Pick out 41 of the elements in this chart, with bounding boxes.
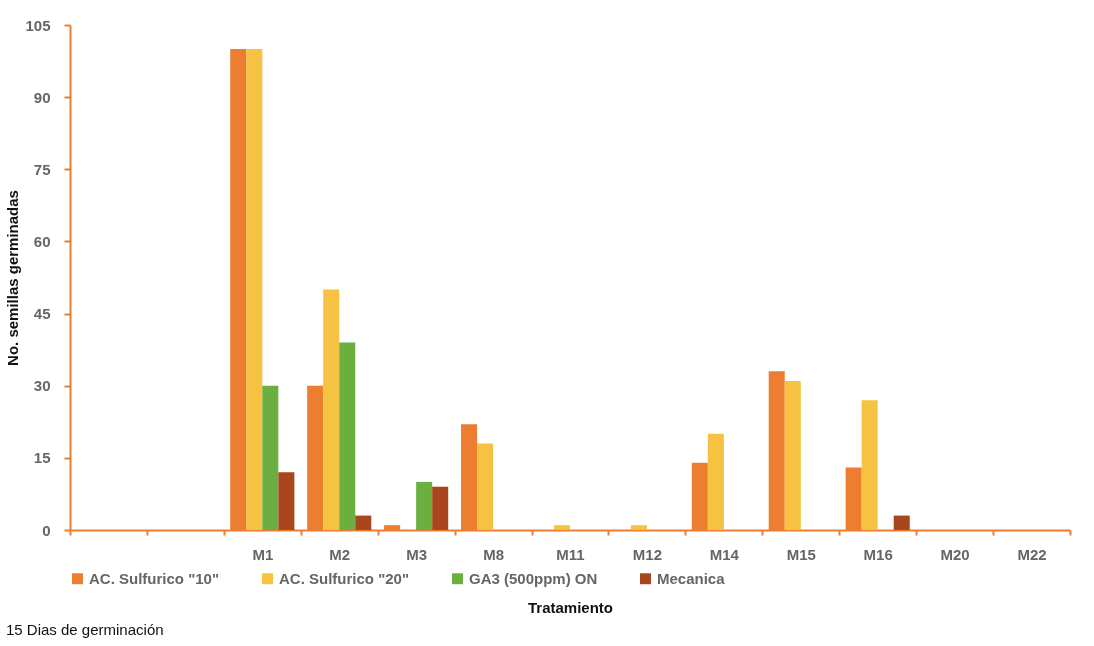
legend-label: AC. Sulfurico "10"	[89, 569, 220, 587]
legend-label: GA3 (500ppm) ON	[469, 569, 598, 587]
text: 15 Dias de germinación	[5, 621, 164, 638]
bar	[432, 486, 449, 530]
bar	[630, 525, 647, 530]
y-tick-label: 60	[33, 232, 51, 250]
x-tick-label: M11	[556, 545, 585, 563]
y-tick-label: 0	[42, 521, 51, 539]
y-tick-label: 75	[33, 160, 51, 178]
legend-label: Mecanica	[657, 569, 726, 587]
x-tick-label: M8	[483, 545, 504, 563]
x-tick-label: M1	[252, 545, 274, 563]
y-tick-label: 90	[33, 88, 51, 106]
bar	[707, 433, 724, 530]
x-tick-label: M20	[940, 545, 970, 563]
bar	[477, 443, 494, 530]
legend-label: AC. Sulfurico "20"	[279, 569, 410, 587]
bar	[861, 400, 878, 530]
bar	[323, 289, 340, 530]
bar	[262, 385, 279, 530]
bar	[784, 380, 801, 530]
y-axis-title: No. semillas germinadas	[4, 190, 22, 366]
y-tick-label: 30	[33, 377, 51, 395]
y-tick-label: 45	[33, 305, 51, 323]
x-tick-label: M3	[406, 545, 428, 563]
bar	[893, 515, 910, 530]
x-tick-label: M12	[632, 545, 663, 563]
bar	[246, 49, 263, 530]
bar	[416, 481, 433, 530]
y-tick-label: 105	[25, 16, 51, 34]
x-tick-label: M16	[863, 545, 893, 563]
y-tick-label: 15	[33, 449, 51, 467]
x-tick-label: M14	[709, 545, 740, 563]
x-tick-label: M22	[1017, 545, 1047, 563]
x-tick-label: M2	[329, 545, 351, 563]
bar	[355, 515, 372, 530]
bar	[339, 342, 356, 530]
bar	[553, 525, 570, 530]
x-axis-title: Tratamiento	[527, 598, 614, 616]
x-tick-label: M15	[786, 545, 816, 563]
bar	[278, 472, 295, 530]
